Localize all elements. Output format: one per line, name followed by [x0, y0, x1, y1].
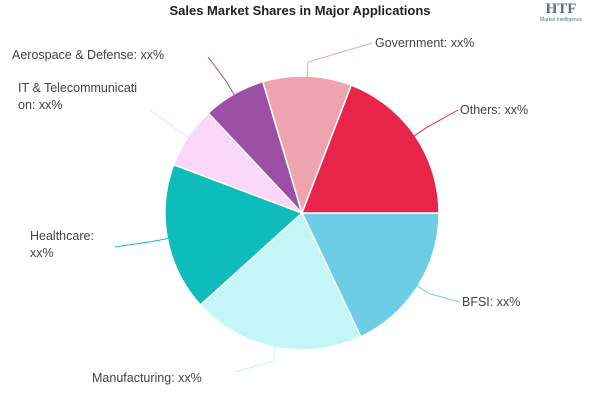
logo: HTF Market Intelligence — [540, 1, 582, 24]
slice-label: Government: xx% — [375, 36, 475, 50]
leader-line — [149, 109, 194, 141]
slice-label: Manufacturing: xx% — [92, 371, 202, 385]
chart-title: Sales Market Shares in Major Application… — [169, 3, 431, 18]
leader-line — [306, 42, 373, 83]
leader-line — [207, 56, 238, 100]
leader-line — [409, 109, 459, 140]
slice-label: Healthcare: xx% — [30, 229, 94, 260]
logo-subtitle: Market Intelligence — [540, 17, 582, 23]
slice-label: Aerospace & Defense: xx% — [12, 48, 165, 62]
leader-line — [412, 282, 461, 303]
slice-label: IT & Telecommunication: xx% — [18, 81, 138, 112]
leader-line — [114, 236, 174, 248]
leader-line — [235, 341, 278, 373]
logo-text: HTF — [545, 1, 577, 17]
slice-label: Others: xx% — [460, 103, 529, 117]
slice-label: BFSI: xx% — [462, 295, 521, 309]
